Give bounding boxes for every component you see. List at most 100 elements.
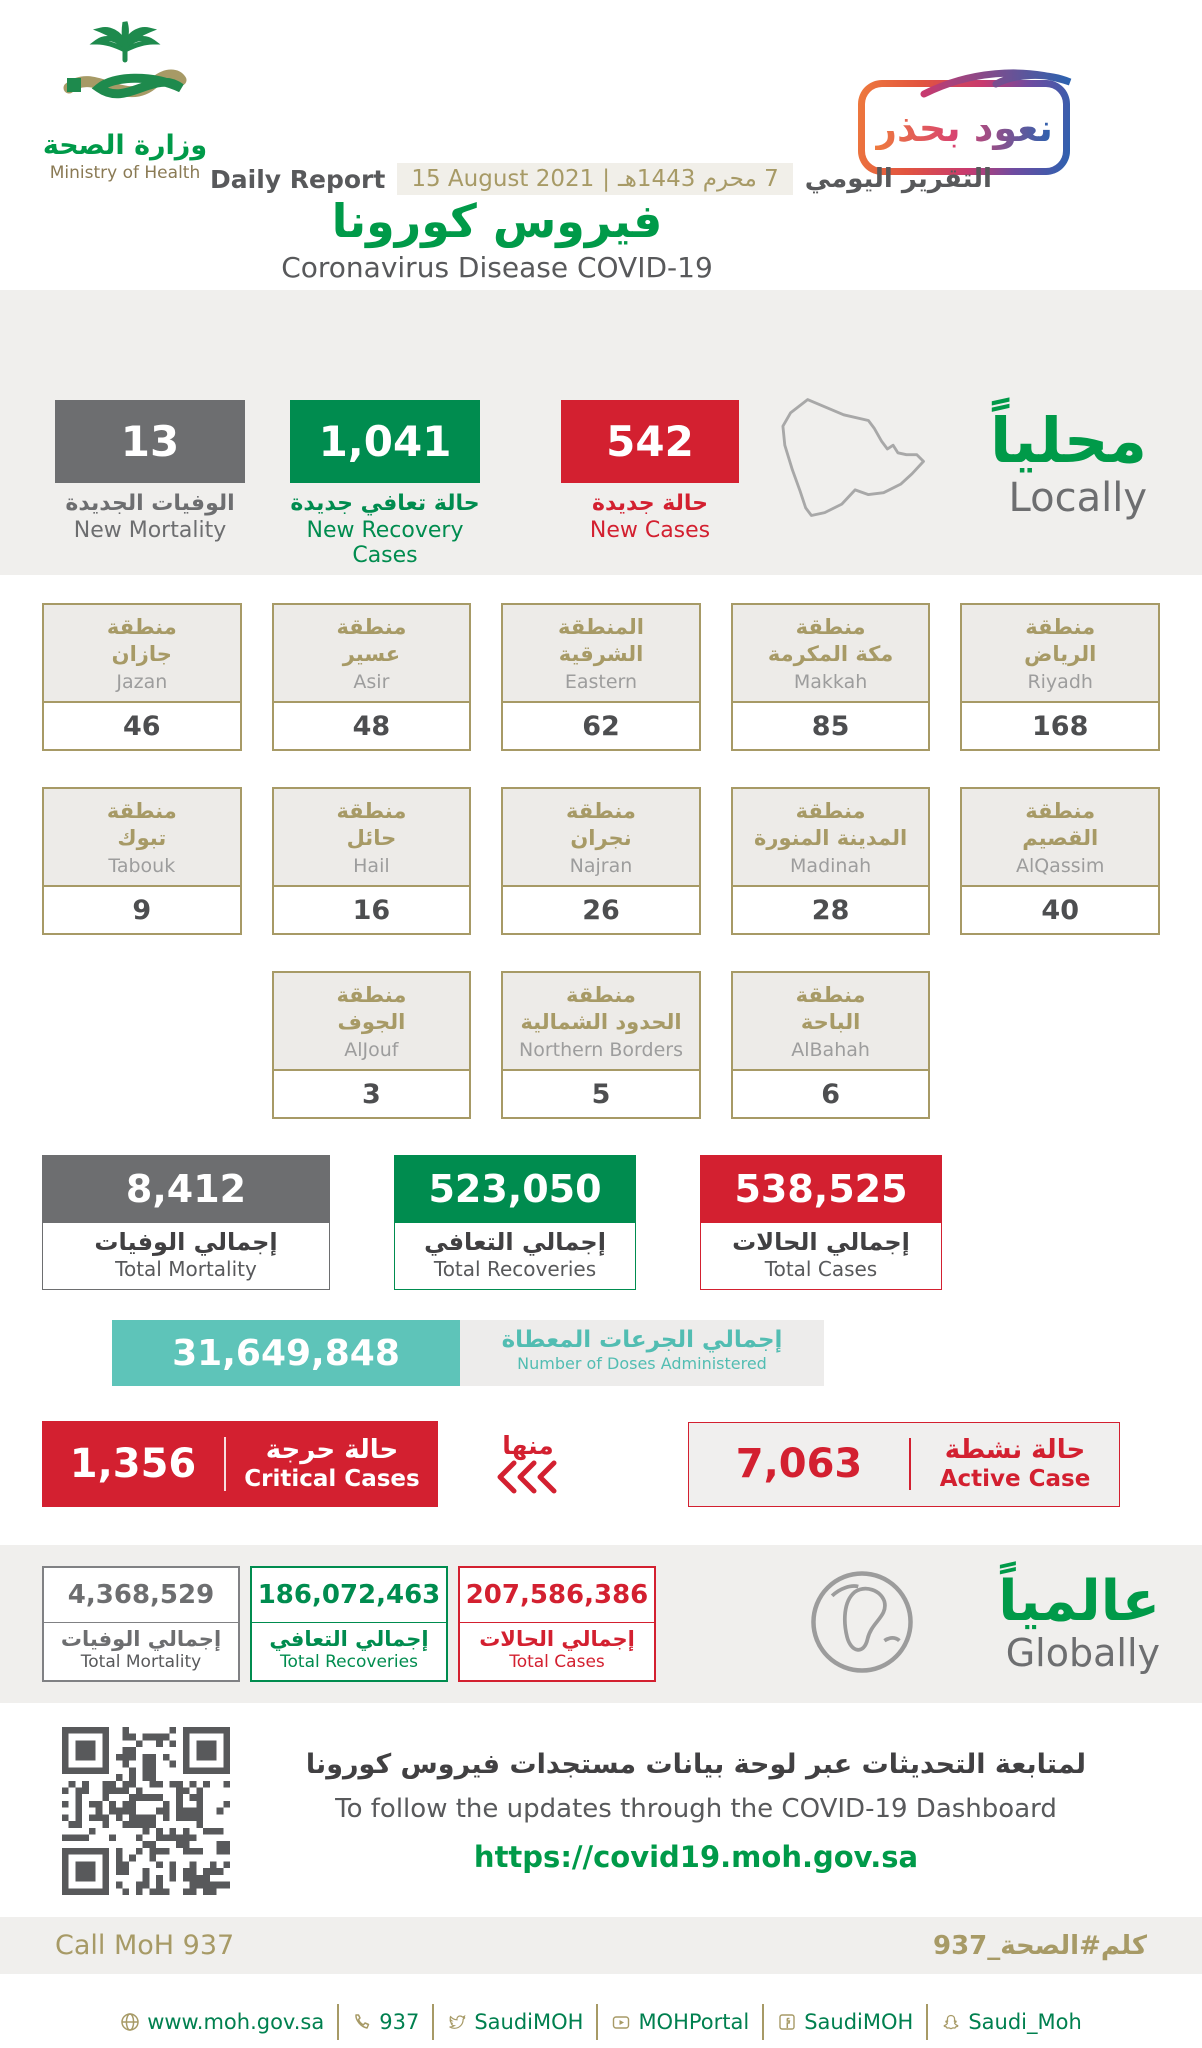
doses-label-ar: إجمالي الجرعات المعطاة — [501, 1327, 783, 1353]
region-card-riyadh: منطقة الرياض Riyadh 168 — [960, 603, 1160, 751]
of-which-marker: منها — [496, 1431, 560, 1498]
ministry-name-arabic: وزارة الصحة — [42, 130, 208, 161]
daily-report-label-ar: التقرير اليومي — [804, 164, 992, 194]
new-cases-stat: 542 حالة جديدة New Cases — [561, 400, 739, 575]
separator — [596, 2004, 599, 2040]
triple-chevron-left-icon — [497, 1460, 557, 1493]
new-mortality-label-en: New Mortality — [73, 518, 227, 543]
region-value: 28 — [811, 894, 850, 926]
moh-logo: وزارة الصحة Ministry of Health — [40, 18, 210, 183]
globally-heading: عالمياً Globally — [998, 1568, 1160, 1676]
region-card-eastern: المنطقة الشرقية Eastern 62 — [501, 603, 701, 751]
region-card-northern-borders: منطقة الحدود الشمالية Northern Borders 5 — [501, 971, 701, 1119]
region-value: 168 — [1032, 710, 1089, 742]
globe-icon — [806, 1566, 918, 1682]
new-cases-value: 542 — [606, 417, 694, 466]
new-recoveries-value: 1,041 — [318, 417, 452, 466]
social-twitter[interactable]: SaudiMOH — [434, 2010, 596, 2034]
call-moh-bar: Call MoH 937 كلم#الصحة_937 — [0, 1917, 1202, 1974]
region-card-hail: منطقة حائل Hail 16 — [271, 787, 472, 935]
region-row-3: منطقة الجوف AlJouf 3 منطقة الحدود الشمال… — [42, 971, 1160, 1119]
dashboard-url-link[interactable]: https://covid19.moh.gov.sa — [473, 1840, 919, 1874]
global-recoveries-card: 186,072,463 إجمالي التعافي Total Recover… — [250, 1566, 448, 1682]
global-cases-value: 207,586,386 — [465, 1580, 649, 1610]
total-mortality-value: 8,412 — [125, 1167, 247, 1211]
new-recoveries-label-ar: حالة تعافي جديدة — [290, 491, 480, 516]
divider — [224, 1437, 226, 1491]
return-with-caution-badge: نعود بحذر — [858, 69, 1072, 175]
youtube-icon — [613, 2016, 630, 2029]
region-card-asir: منطقة عسير Asir 48 — [271, 603, 472, 751]
date-gregorian: 15 August 2021 — [411, 166, 595, 192]
global-stats-band: 4,368,529 إجمالي الوفيات Total Mortality… — [0, 1545, 1202, 1703]
qr-code — [62, 1727, 230, 1895]
new-cases-label-en: New Cases — [589, 518, 711, 543]
region-value: 16 — [352, 894, 391, 926]
region-card-alqassim: منطقة القصيم AlQassim 40 — [960, 787, 1160, 935]
new-mortality-label-ar: الوفيات الجديدة — [65, 491, 235, 516]
facebook-icon — [779, 2014, 795, 2030]
call-moh-hashtag-ar: كلم#الصحة_937 — [933, 1930, 1147, 1961]
active-cases-box: 7,063 حالة نشطة Active Case — [688, 1421, 1120, 1507]
new-recoveries-label-en: New Recovery Cases — [306, 518, 464, 568]
social-facebook[interactable]: SaudiMOH — [764, 2010, 926, 2034]
region-card-aljouf: منطقة الجوف AlJouf 3 — [271, 971, 472, 1119]
total-recoveries-value: 523,050 — [428, 1167, 602, 1211]
total-recoveries-card: 523,050 إجمالي التعافي Total Recoveries — [394, 1155, 636, 1290]
phone-icon — [355, 2014, 370, 2029]
title-arabic: فيروس كورونا — [331, 194, 663, 248]
critical-active-row: 1,356 حالة حرجة Critical Cases منها 7,06… — [0, 1421, 1202, 1507]
badge-swoosh-icon — [920, 69, 1072, 98]
daily-report-label-en: Daily Report — [210, 164, 386, 194]
critical-cases-box: 1,356 حالة حرجة Critical Cases — [42, 1421, 438, 1507]
twitter-icon — [449, 2014, 466, 2029]
total-mortality-card: 8,412 إجمالي الوفيات Total Mortality — [42, 1155, 330, 1290]
social-phone[interactable]: 937 — [339, 2010, 432, 2034]
call-moh-en: Call MoH 937 — [55, 1930, 235, 1961]
globally-heading-ar: عالمياً — [998, 1568, 1160, 1634]
badge-slogan: نعود بحذر — [875, 105, 1053, 150]
globe-icon — [121, 2013, 139, 2031]
social-snapchat[interactable]: Saudi_Moh — [928, 2010, 1094, 2034]
total-cases-value: 538,525 — [734, 1167, 908, 1211]
header: وزارة الصحة Ministry of Health نعود بحذر… — [0, 0, 1202, 290]
globally-heading-en: Globally — [1005, 1631, 1160, 1676]
saudi-map-icon — [757, 392, 957, 575]
region-value: 85 — [811, 710, 850, 742]
doses-administered-bar: 31,649,848 إجمالي الجرعات المعطاة Number… — [112, 1320, 824, 1386]
new-mortality-value: 13 — [120, 417, 180, 466]
separator — [337, 2004, 340, 2040]
new-mortality-stat: 13 الوفيات الجديدة New Mortality — [55, 400, 245, 575]
global-recoveries-value: 186,072,463 — [257, 1580, 441, 1610]
regions-section: منطقة جازان Jazan 46 منطقة عسير Asir 48 … — [0, 575, 1202, 1119]
global-cases-card: 207,586,386 إجمالي الحالات Total Cases — [458, 1566, 656, 1682]
region-value: 6 — [821, 1078, 840, 1110]
new-cases-label-ar: حالة جديدة — [592, 491, 708, 516]
doses-label-en: Number of Doses Administered — [517, 1354, 767, 1373]
report-date-line: Daily Report 15 August 2021 | 7 محرم 144… — [210, 163, 992, 195]
locally-heading: محلياً Locally — [990, 408, 1147, 575]
social-youtube[interactable]: MOHPortal — [598, 2010, 762, 2034]
date-separator: | — [602, 166, 610, 192]
social-website[interactable]: www.moh.gov.sa — [107, 2010, 337, 2034]
region-card-makkah: منطقة مكة المكرمة Makkah 85 — [730, 603, 931, 751]
region-card-najran: منطقة نجران Najran 26 — [501, 787, 701, 935]
region-card-albahah: منطقة الباحة AlBahah 6 — [730, 971, 931, 1119]
region-row-1: منطقة جازان Jazan 46 منطقة عسير Asir 48 … — [42, 603, 1160, 751]
locally-heading-en: Locally — [1008, 475, 1147, 522]
dashboard-section: لمتابعة التحديثات عبر لوحة بيانات مستجدا… — [0, 1703, 1202, 1899]
divider — [909, 1438, 911, 1490]
global-mortality-value: 4,368,529 — [67, 1580, 215, 1610]
moh-palm-logo-icon — [63, 21, 187, 99]
separator — [432, 2004, 435, 2040]
title-english: Coronavirus Disease COVID-19 — [281, 250, 713, 284]
region-value: 9 — [132, 894, 152, 926]
separator — [762, 2004, 765, 2040]
region-value: 26 — [582, 894, 620, 926]
local-totals-row: 8,412 إجمالي الوفيات Total Mortality 523… — [0, 1155, 1202, 1290]
region-card-madinah: منطقة المدينة المنورة Madinah 28 — [730, 787, 931, 935]
region-value: 40 — [1041, 894, 1079, 926]
date-hijri: 7 محرم 1443هـ — [618, 166, 779, 192]
critical-cases-value: 1,356 — [69, 1441, 197, 1487]
